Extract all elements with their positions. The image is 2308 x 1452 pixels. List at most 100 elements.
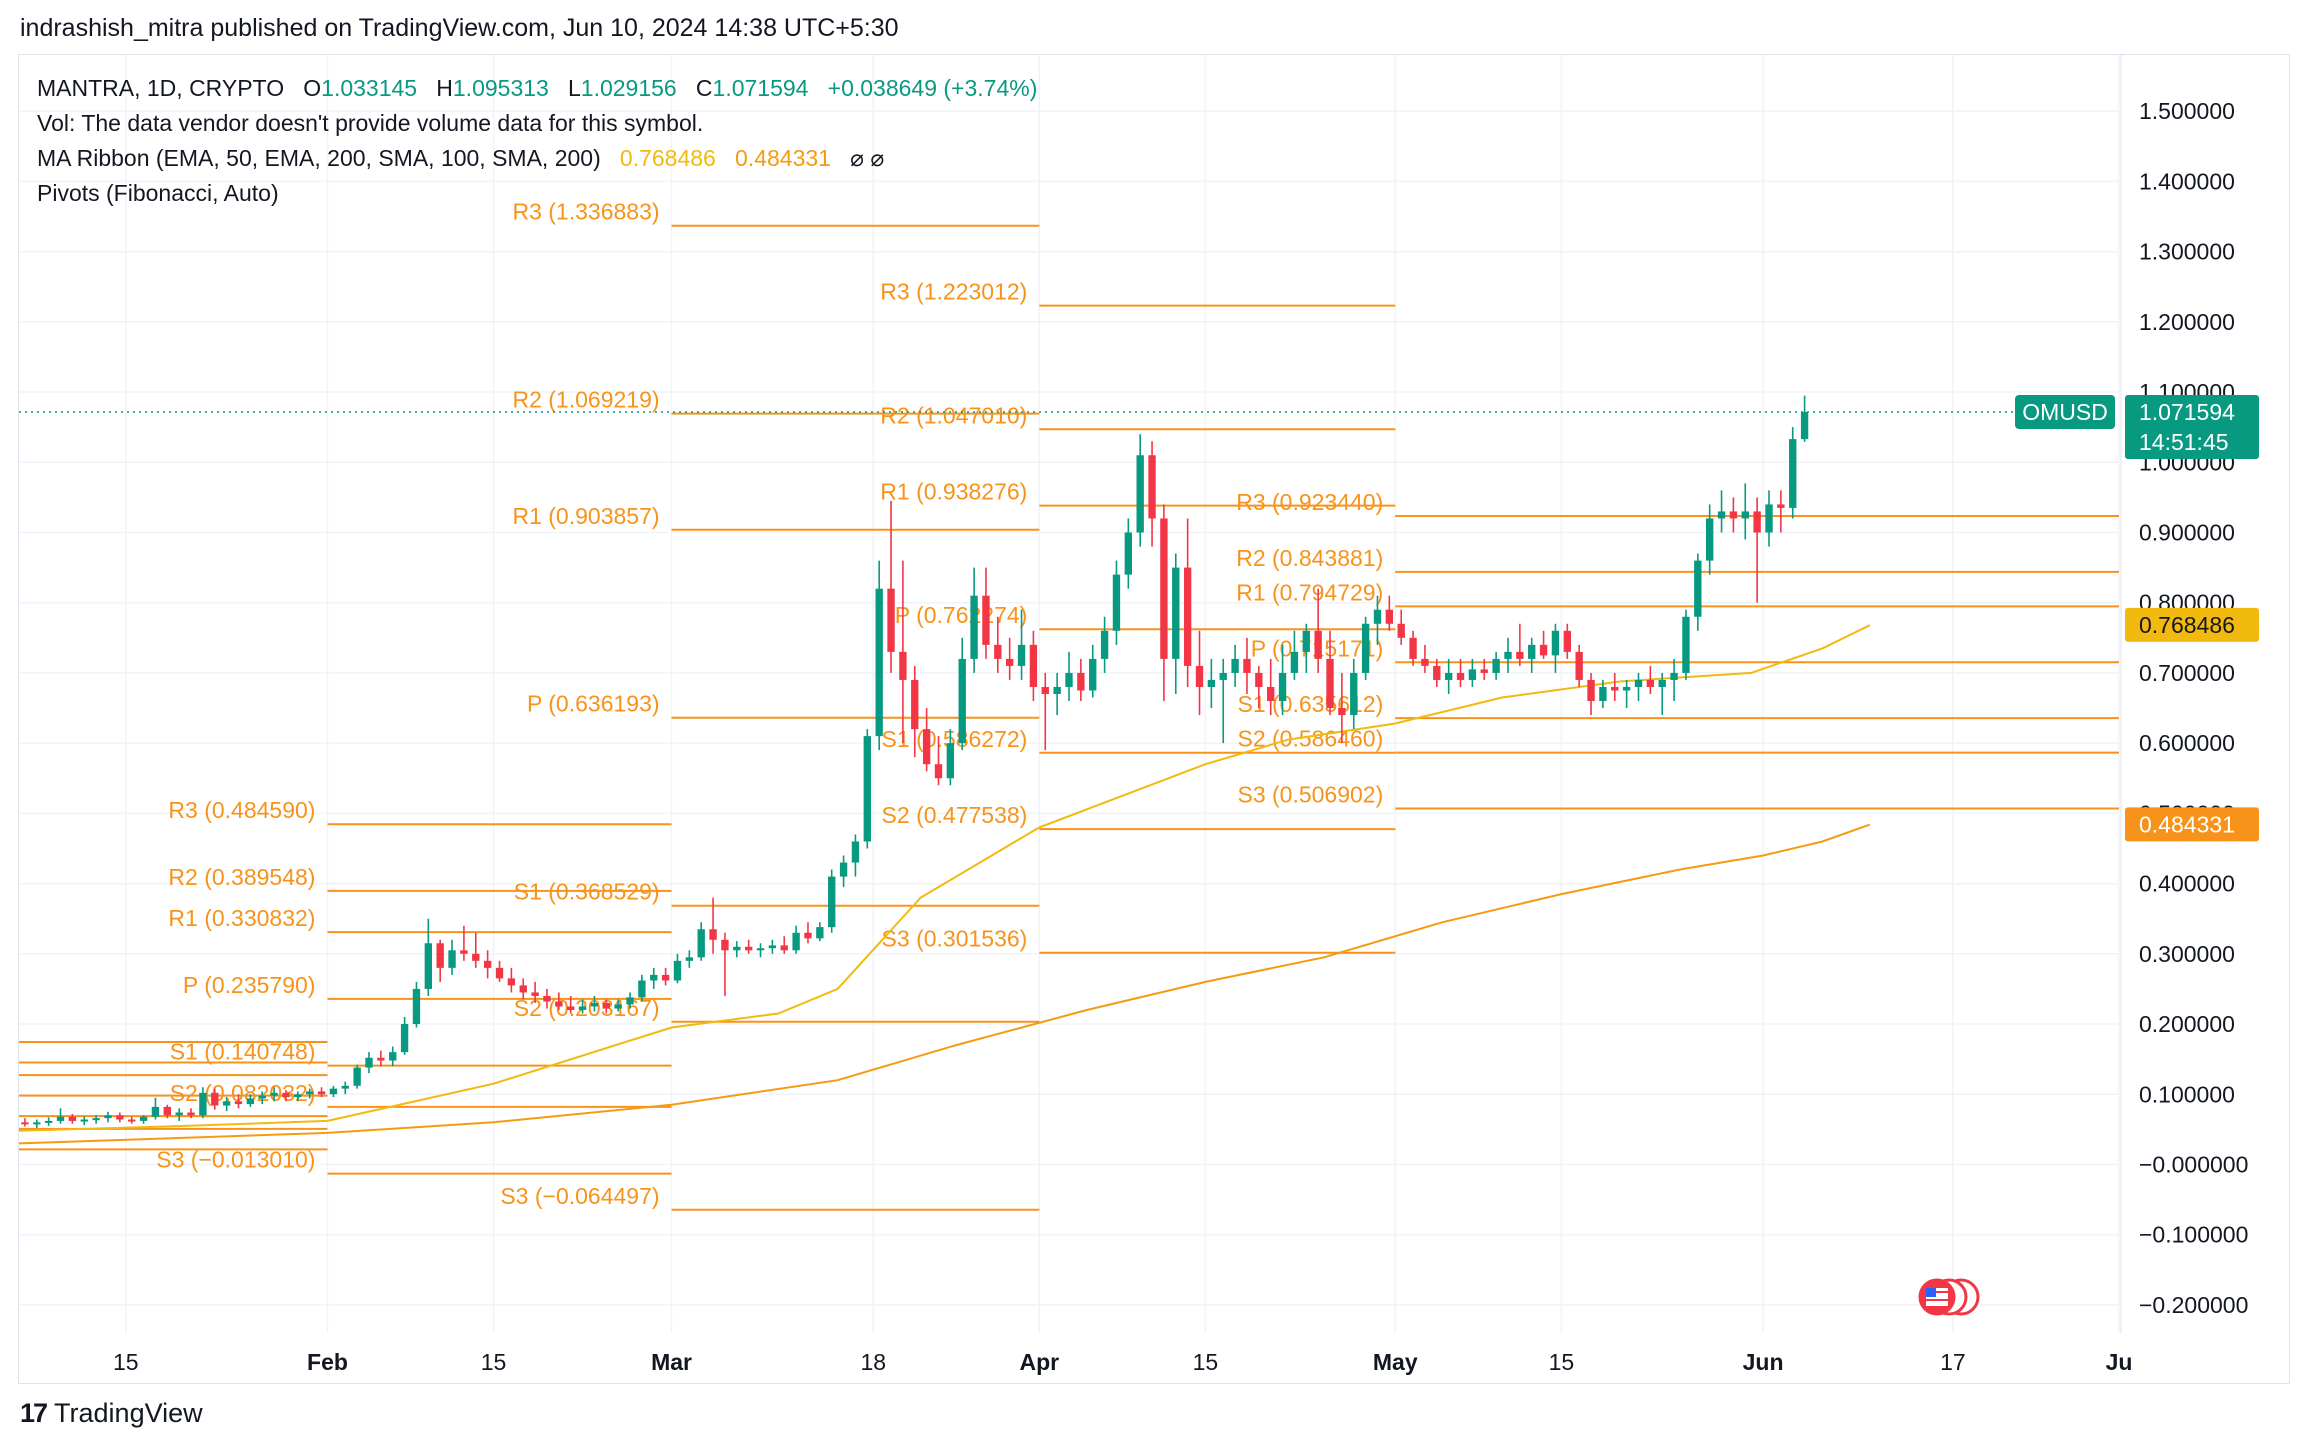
candle-body: [922, 729, 931, 765]
candle-body: [258, 1095, 266, 1099]
price-chart[interactable]: R3 (0.174447)R2 (0.145239)R1 (0.127194)P…: [19, 55, 2291, 1385]
candle: [851, 834, 860, 877]
y-tick-label: 0.100000: [2139, 1081, 2235, 1107]
candle: [92, 1115, 100, 1124]
pivot-label-s3: S3 (−0.064497): [500, 1183, 659, 1209]
candle: [187, 1108, 195, 1119]
candle-body: [1041, 686, 1049, 694]
candle-body: [234, 1101, 243, 1105]
candle-body: [1373, 609, 1382, 624]
candle: [1231, 644, 1239, 687]
candle-body: [199, 1092, 207, 1116]
ma-tag-value: 0.484331: [2139, 811, 2235, 837]
candle-body: [294, 1094, 302, 1098]
ma-value-1: 0.768486: [619, 145, 716, 171]
flag-icon[interactable]: [1918, 1278, 1980, 1316]
low-value: 1.029156: [580, 75, 677, 101]
candle-body: [246, 1098, 255, 1105]
candle: [638, 974, 646, 1002]
candle-body: [329, 1088, 338, 1095]
candle-body: [1634, 679, 1643, 687]
ma-ribbon-layer: [19, 624, 1871, 1145]
candle-body: [887, 588, 895, 652]
x-axis[interactable]: 15 Feb 15 Mar 18 Apr 15 May 15 Jun 17 Ju: [113, 1349, 2132, 1375]
pivot-label-s3: S3 (0.301536): [882, 926, 1028, 952]
x-tick-label: Feb: [307, 1349, 348, 1375]
pivot-label-s2: S2 (0.477538): [882, 802, 1028, 828]
candle-body: [650, 974, 658, 981]
footer: 17 TradingView: [20, 1398, 203, 1429]
candle-body: [614, 1004, 622, 1009]
candle-body: [507, 978, 516, 986]
candle-body: [1599, 686, 1607, 702]
candle-body: [1587, 679, 1595, 702]
candle: [626, 992, 634, 1009]
candle-body: [1219, 672, 1227, 680]
candle: [1100, 616, 1109, 673]
close-label: C: [695, 75, 713, 101]
y-tick-label: −0.000000: [2139, 1151, 2248, 1177]
candle-body: [709, 929, 717, 940]
candle-body: [911, 679, 919, 730]
candle-body: [590, 1002, 599, 1007]
candle: [733, 941, 741, 958]
candle-body: [626, 997, 634, 1005]
candle-body: [733, 946, 741, 951]
candle-body: [448, 950, 456, 968]
candle-body: [472, 953, 480, 961]
candle: [44, 1117, 53, 1126]
candle: [1207, 658, 1216, 709]
candle-body: [33, 1122, 41, 1125]
candle: [1136, 434, 1144, 547]
pivots-row[interactable]: Pivots (Fibonacci, Auto): [37, 180, 279, 206]
candle: [958, 637, 966, 751]
ma-tag: [2125, 607, 2259, 642]
x-tick-label: 15: [481, 1349, 507, 1375]
candle-body: [44, 1120, 53, 1123]
symbol-title[interactable]: MANTRA, 1D, CRYPTO: [37, 75, 285, 101]
candle: [1516, 623, 1524, 666]
candle-body: [1789, 439, 1797, 508]
volume-row[interactable]: Vol: The data vendor doesn't provide vol…: [37, 110, 704, 136]
candle-body: [1195, 665, 1204, 687]
candle: [1326, 630, 1334, 716]
candle-body: [1575, 651, 1583, 680]
candle-body: [460, 950, 468, 954]
candle: [1219, 658, 1227, 744]
candle: [697, 922, 705, 961]
brand-name[interactable]: TradingView: [54, 1398, 203, 1428]
candle: [946, 729, 955, 786]
candle: [1634, 672, 1643, 702]
pivot-label-s2: S2 (0.082032): [170, 1080, 316, 1106]
candle: [1468, 658, 1477, 687]
candle-body: [1729, 511, 1738, 519]
candle: [1622, 679, 1631, 709]
candle-body: [1492, 658, 1500, 673]
open-value: 1.033145: [321, 75, 418, 101]
candle: [56, 1108, 65, 1124]
candle: [1741, 483, 1749, 540]
ma-ribbon-row[interactable]: MA Ribbon (EMA, 50, EMA, 200, SMA, 100, …: [37, 141, 1037, 176]
candle: [329, 1085, 338, 1098]
candle: [1314, 588, 1322, 673]
candle-body: [602, 1002, 610, 1009]
candle: [317, 1087, 326, 1098]
candle: [1753, 497, 1761, 603]
candle: [472, 932, 480, 968]
candle: [1492, 651, 1500, 680]
candle: [887, 500, 895, 673]
candle: [1575, 644, 1583, 687]
candle: [1397, 609, 1405, 645]
candle-body: [163, 1106, 171, 1116]
y-axis[interactable]: 1.5000001.4000001.3000001.2000001.100000…: [2139, 98, 2248, 1318]
candle-body: [1706, 518, 1714, 561]
chart-frame[interactable]: R3 (0.174447)R2 (0.145239)R1 (0.127194)P…: [18, 54, 2290, 1384]
candle: [211, 1088, 219, 1110]
candle-body: [1409, 637, 1417, 659]
candle-body: [994, 644, 1002, 659]
candle: [673, 953, 682, 984]
candle-body: [1302, 630, 1310, 652]
candle: [1053, 672, 1061, 716]
tradingview-logo-icon[interactable]: 17: [20, 1398, 48, 1428]
candle-body: [377, 1057, 385, 1061]
